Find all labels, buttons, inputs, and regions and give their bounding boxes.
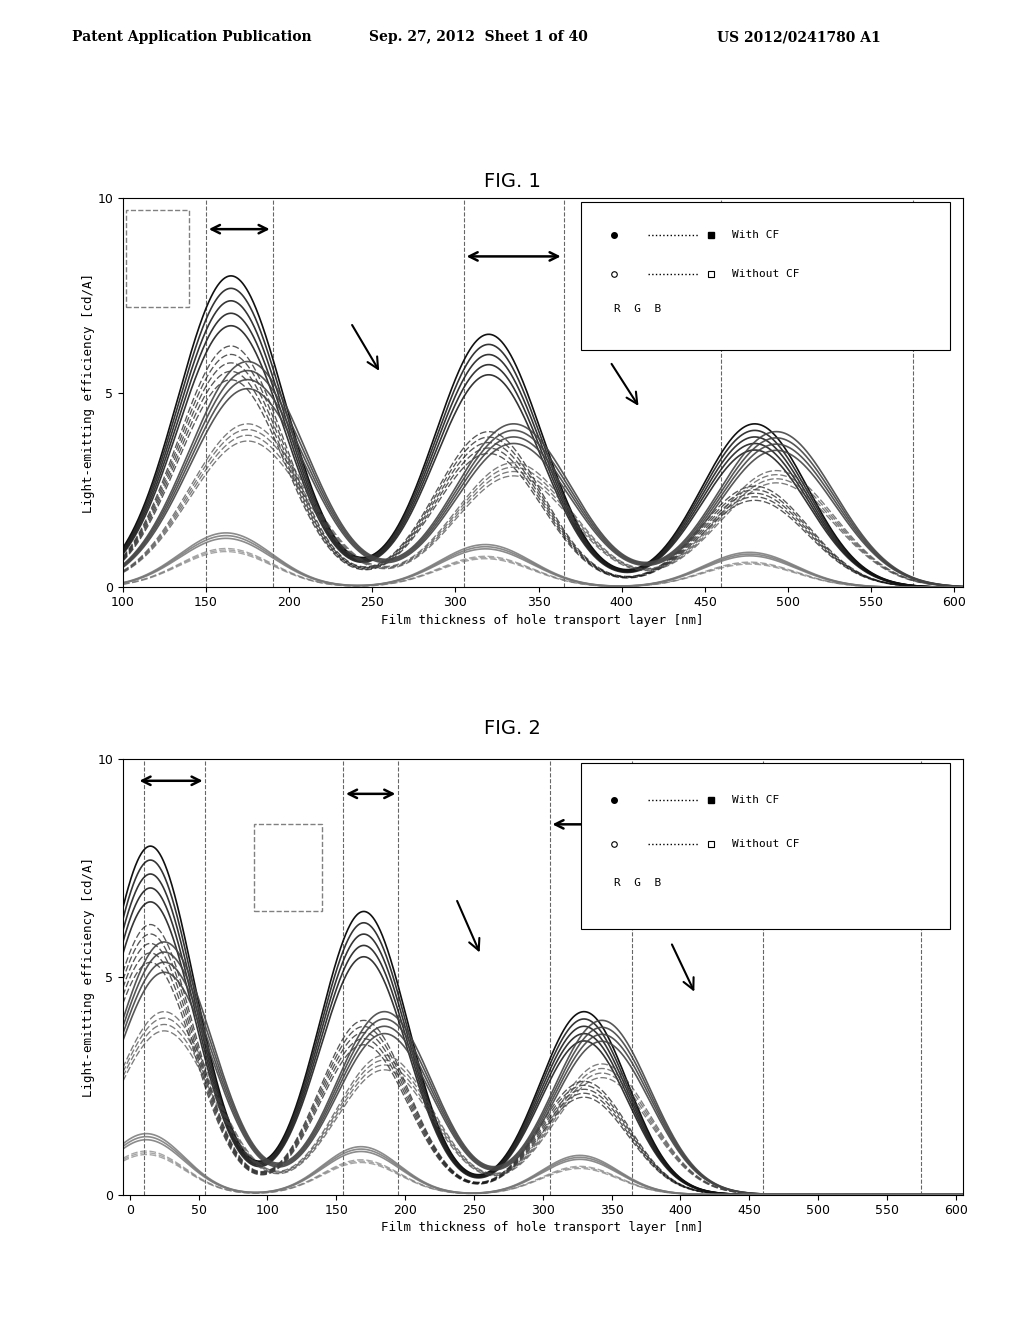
X-axis label: Film thickness of hole transport layer [nm]: Film thickness of hole transport layer [… [382, 1221, 703, 1234]
Text: FIG. 1: FIG. 1 [483, 172, 541, 190]
Text: With CF: With CF [731, 230, 779, 240]
X-axis label: Film thickness of hole transport layer [nm]: Film thickness of hole transport layer [… [382, 614, 703, 627]
Text: Without CF: Without CF [731, 840, 799, 849]
Text: US 2012/0241780 A1: US 2012/0241780 A1 [717, 30, 881, 45]
Bar [254, 824, 323, 911]
Text: R  G  B: R G B [614, 878, 662, 888]
Text: Patent Application Publication: Patent Application Publication [72, 30, 311, 45]
Text: With CF: With CF [731, 796, 779, 805]
Text: Without CF: Without CF [731, 269, 799, 279]
Y-axis label: Light-emitting efficiency [cd/A]: Light-emitting efficiency [cd/A] [82, 273, 94, 512]
Text: Sep. 27, 2012  Sheet 1 of 40: Sep. 27, 2012 Sheet 1 of 40 [369, 30, 588, 45]
Text: FIG. 2: FIG. 2 [483, 719, 541, 738]
FancyBboxPatch shape [581, 763, 950, 929]
FancyBboxPatch shape [581, 202, 950, 350]
Y-axis label: Light-emitting efficiency [cd/A]: Light-emitting efficiency [cd/A] [82, 857, 94, 1097]
Bar [126, 210, 189, 308]
Text: R  G  B: R G B [614, 304, 662, 314]
